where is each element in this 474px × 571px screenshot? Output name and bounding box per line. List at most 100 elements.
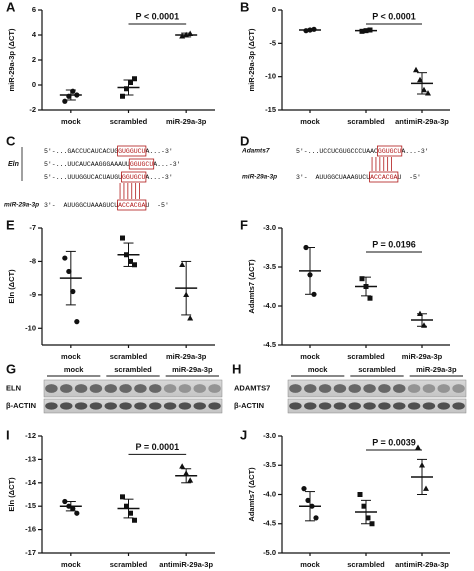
- x-tick-label: mock: [300, 117, 320, 126]
- data-point: [361, 503, 367, 509]
- panel-letter: H: [232, 361, 241, 376]
- blot-band: [289, 402, 302, 410]
- blot-band: [163, 384, 177, 393]
- sequence-part: ACCACGA: [118, 202, 145, 209]
- blot-band: [289, 384, 302, 393]
- y-tick-label: -13: [25, 454, 36, 463]
- x-tick-label: scrambled: [347, 560, 385, 569]
- y-tick-label: 4: [32, 30, 37, 39]
- y-tick-label: 0: [32, 80, 36, 89]
- x-tick-label: antimiR-29a-3p: [395, 117, 449, 126]
- sequence-part: GUGGUCU: [118, 148, 145, 155]
- sequence-label: miR-29a-3p: [242, 174, 277, 181]
- data-point: [62, 98, 68, 104]
- data-point: [365, 515, 371, 521]
- panel-letter: G: [6, 361, 16, 376]
- blot-band: [422, 402, 436, 410]
- y-tick-label: -4.0: [263, 489, 276, 498]
- y-axis-label: miR-29a-3p (ΔCT): [247, 28, 256, 91]
- sequence: 5'-...UCCUCGUGCCCUAACGGUGCUA...-3': [296, 148, 429, 155]
- blot-band: [208, 384, 221, 393]
- y-tick-label: -9: [29, 290, 36, 299]
- blot-band: [378, 384, 391, 393]
- y-tick-label: -3.5: [263, 460, 276, 469]
- blot-band: [119, 402, 132, 410]
- data-point: [124, 86, 129, 92]
- data-point: [132, 262, 137, 268]
- blot-band: [45, 402, 58, 410]
- data-point: [367, 295, 373, 301]
- panel-letter: D: [240, 133, 249, 148]
- blot-row-label: ELN: [6, 383, 21, 392]
- y-tick-label: -3.5: [263, 262, 276, 271]
- blot-band: [437, 402, 450, 410]
- data-point: [120, 235, 125, 241]
- blot-band: [422, 384, 436, 393]
- sequence-part: GGUGCU: [130, 161, 154, 168]
- sequence: 5'-...UUCAUCAAGGGAAAUUGGUGCUA...-3': [44, 161, 181, 168]
- sequence-box: [117, 199, 147, 211]
- blot-band: [45, 384, 58, 393]
- blot-band: [178, 384, 192, 393]
- blot-band: [437, 384, 450, 393]
- sequence: 3'- AUUGGCUAAAGUCUACCACGAU -5': [296, 174, 421, 181]
- blot-band: [407, 402, 421, 410]
- data-point: [132, 76, 137, 82]
- sequence-part: 5'-...UCCUCGUGCCCUAAC: [296, 148, 378, 155]
- blot-band: [89, 384, 103, 393]
- blot-band: [163, 402, 177, 410]
- p-value: P = 0.0196: [372, 239, 416, 249]
- blot-band: [149, 384, 162, 393]
- y-axis-label: Adamts7 (ΔCT): [247, 467, 256, 522]
- blot-band: [134, 402, 147, 410]
- blot-row-label: β-ACTIN: [6, 401, 36, 410]
- sequence-part: ACCACGA: [370, 174, 397, 181]
- data-point: [357, 492, 363, 497]
- blot-strip: [287, 398, 467, 414]
- sequence-part: U -5': [145, 202, 168, 209]
- data-point: [124, 503, 129, 509]
- blot-band: [452, 402, 465, 410]
- y-tick-label: -12: [25, 431, 36, 440]
- y-tick-label: 0: [272, 5, 276, 14]
- blot-group-label: scrambled: [358, 365, 396, 374]
- y-tick-label: -14: [25, 478, 37, 487]
- sequence-part: A...-3': [401, 148, 428, 155]
- x-tick-label: antimiR-29a-3p: [395, 560, 449, 569]
- y-axis-label: miR-29a-3p (ΔCT): [7, 28, 16, 91]
- blot-group-label: mock: [64, 365, 84, 374]
- blot-band: [60, 402, 73, 410]
- data-point: [359, 276, 365, 282]
- x-tick-label: scrambled: [110, 117, 148, 126]
- p-value: P < 0.0001: [372, 11, 416, 21]
- blot-row-label: β-ACTIN: [234, 401, 264, 410]
- x-tick-label: miR-29a-3p: [402, 352, 443, 361]
- data-point: [187, 477, 194, 483]
- blot-band: [318, 402, 332, 410]
- blot-band: [393, 384, 406, 393]
- x-tick-label: scrambled: [347, 352, 385, 361]
- panel-letter: F: [240, 217, 248, 232]
- sequence-part: 5'-...UUUGGUCACUAUGU: [44, 174, 122, 181]
- sequence-part: A...-3': [145, 174, 172, 181]
- data-point: [187, 315, 194, 321]
- blot-band: [333, 402, 347, 410]
- sequence-part: GGUGCU: [378, 148, 402, 155]
- blot-band: [333, 384, 347, 393]
- y-axis-label: Eln (ΔCT): [7, 269, 16, 304]
- blot-band: [89, 402, 103, 410]
- data-point: [415, 444, 421, 450]
- x-tick-label: miR-29a-3p: [166, 352, 207, 361]
- y-tick-label: -5: [269, 38, 276, 47]
- x-tick-label: antimiR-29a-3p: [159, 560, 213, 569]
- y-tick-label: -5.0: [263, 548, 276, 557]
- data-point: [120, 93, 125, 99]
- x-tick-label: mock: [61, 352, 81, 361]
- data-point: [369, 521, 375, 527]
- sequence-box: [121, 171, 147, 183]
- blot-band: [149, 402, 162, 410]
- y-tick-label: -8: [29, 256, 36, 265]
- y-tick-label: -10: [25, 323, 36, 332]
- blot-band: [178, 402, 192, 410]
- y-tick-label: 2: [32, 55, 36, 64]
